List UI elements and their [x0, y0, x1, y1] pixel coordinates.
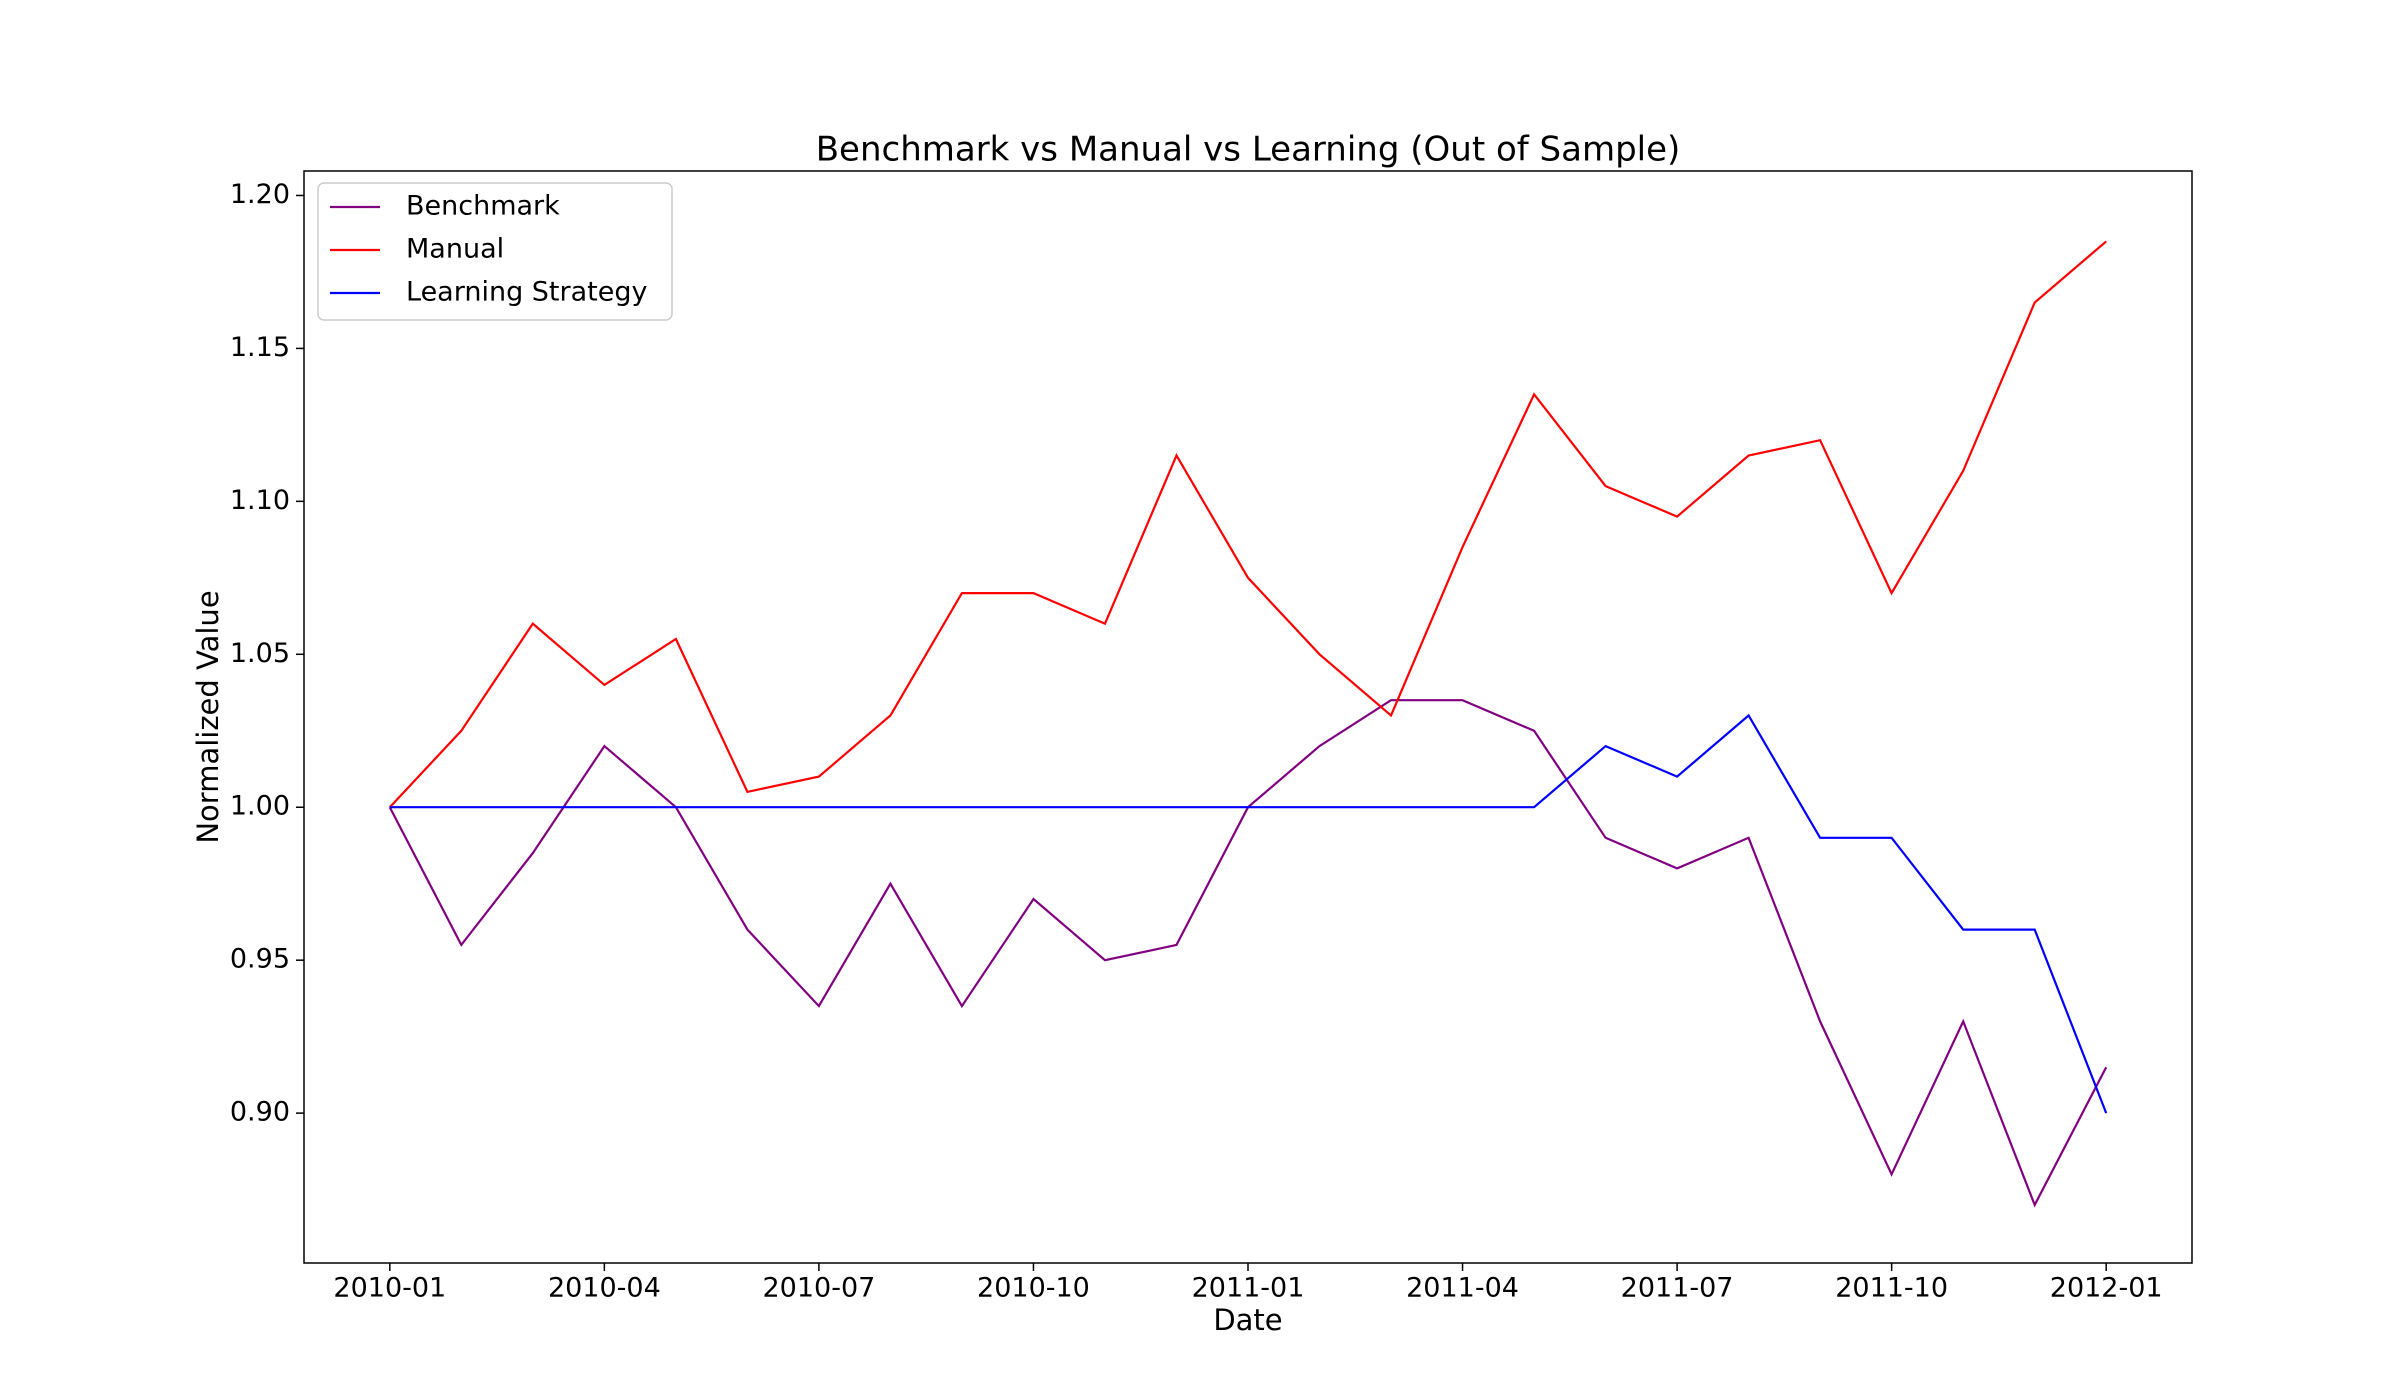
- x-tick-label: 2010-10: [977, 1273, 1090, 1304]
- y-tick-label: 1.05: [230, 638, 290, 669]
- legend-label: Manual: [406, 234, 504, 265]
- y-tick-label: 0.90: [230, 1097, 290, 1128]
- legend-box: [317, 182, 673, 321]
- x-tick-label: 2010-01: [333, 1273, 446, 1304]
- x-tick-label: 2011-04: [1406, 1273, 1519, 1304]
- x-tick-label: 2011-10: [1835, 1273, 1948, 1304]
- x-axis-label: Date: [1213, 1303, 1282, 1337]
- legend-label: Learning Strategy: [406, 277, 648, 308]
- x-tick-label: 2011-07: [1621, 1273, 1734, 1304]
- series-line: [388, 699, 2108, 1208]
- y-tick-label: 1.20: [230, 179, 290, 210]
- y-tick-label: 0.95: [230, 944, 290, 975]
- chart-title: Benchmark vs Manual vs Learning (Out of …: [816, 130, 1681, 170]
- x-tick-label: 2011-01: [1192, 1273, 1305, 1304]
- y-axis-label: Normalized Value: [191, 590, 225, 843]
- y-tick-label: 1.00: [230, 791, 290, 822]
- y-tick-label: 1.15: [230, 332, 290, 363]
- series-line: [388, 240, 2107, 808]
- plot-frame: [303, 170, 2193, 1264]
- legend-label: Benchmark: [406, 191, 560, 222]
- series-line: [389, 713, 2108, 1114]
- y-tick-label: 1.10: [230, 485, 290, 516]
- x-tick-label: 2012-01: [2050, 1273, 2163, 1304]
- x-tick-label: 2010-07: [763, 1273, 876, 1304]
- x-tick-label: 2010-04: [548, 1273, 661, 1304]
